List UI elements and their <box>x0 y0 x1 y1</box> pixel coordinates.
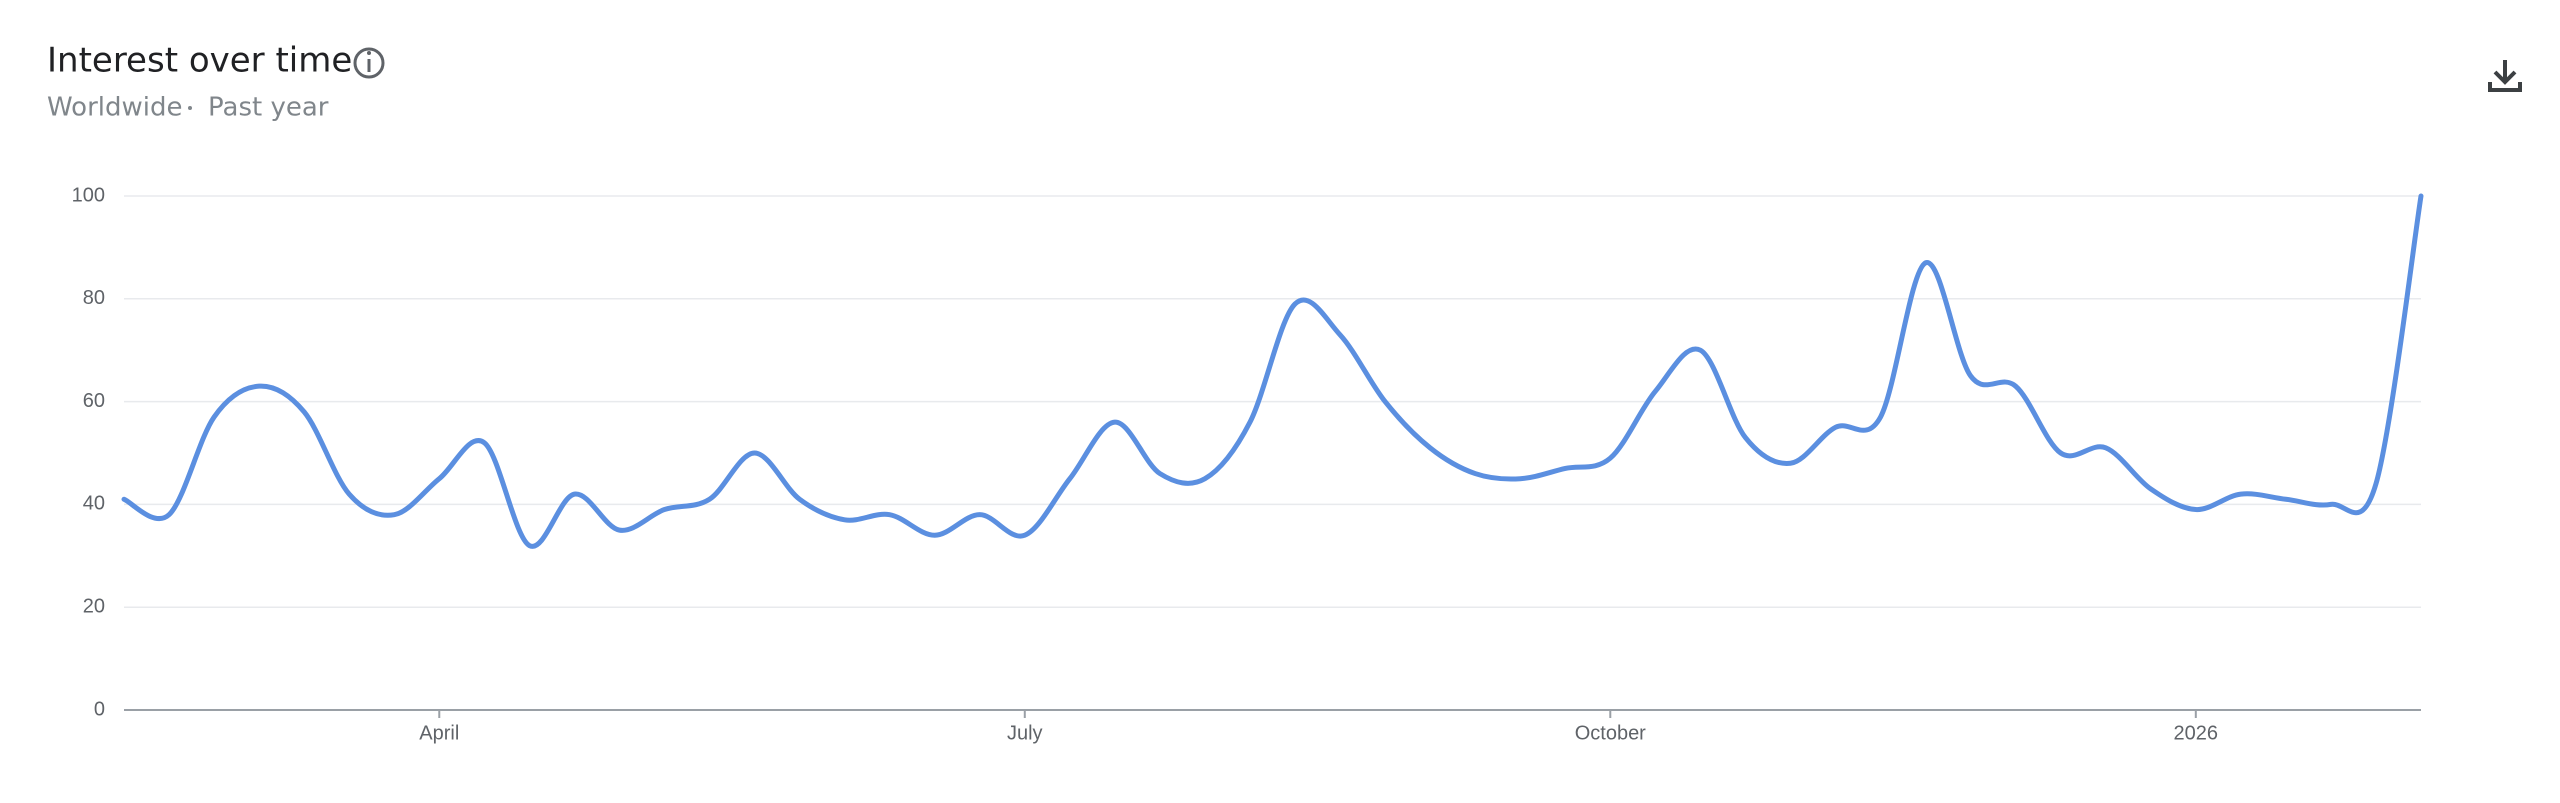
x-tick-label: October <box>1575 722 1646 744</box>
y-tick-label: 20 <box>83 595 105 617</box>
separator <box>188 106 192 110</box>
chart-title: Interest over time <box>47 41 352 81</box>
y-tick-label: 60 <box>83 390 105 412</box>
y-tick-label: 0 <box>94 698 105 720</box>
x-tick-label: April <box>419 722 459 744</box>
download-icon[interactable] <box>2488 60 2522 92</box>
y-tick-label: 100 <box>72 184 105 206</box>
region: Worldwide <box>47 93 183 123</box>
x-tick-label: July <box>1007 722 1043 744</box>
y-tick-label: 80 <box>83 287 105 309</box>
info-icon[interactable] <box>353 47 385 79</box>
y-tick-label: 40 <box>83 493 105 515</box>
data-line <box>121 193 2424 549</box>
x-tick-label: 2026 <box>2174 722 2219 744</box>
period: Past year <box>208 93 329 123</box>
